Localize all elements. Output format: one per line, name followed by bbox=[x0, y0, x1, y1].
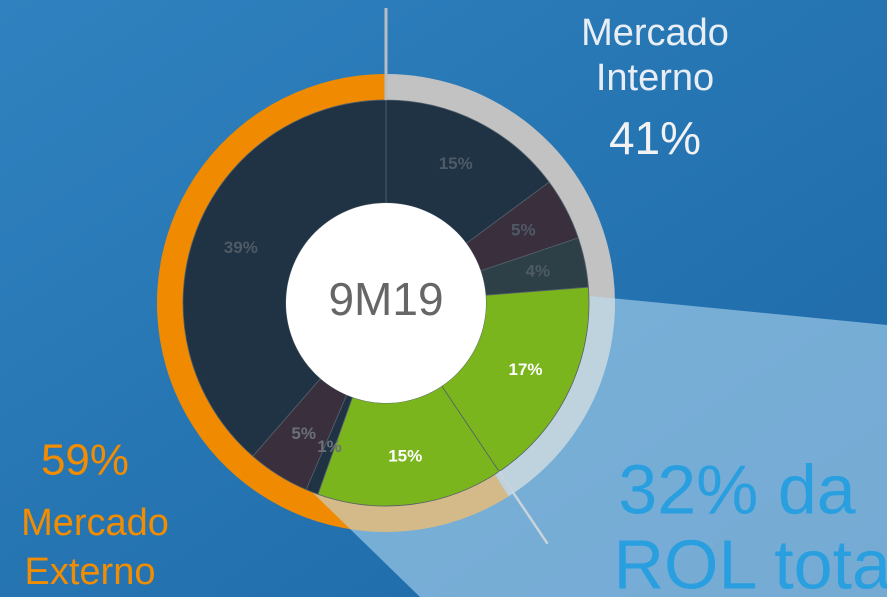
data-label: 4% bbox=[526, 261, 551, 280]
ring-name: Mercado bbox=[21, 502, 169, 544]
ring-value-label: 59% bbox=[41, 436, 129, 485]
ring-name: Interno bbox=[596, 57, 714, 99]
data-label: 1% bbox=[317, 437, 342, 456]
data-label: 5% bbox=[291, 424, 316, 443]
data-label: 5% bbox=[511, 221, 536, 240]
data-label: 17% bbox=[508, 360, 542, 379]
data-label: 15% bbox=[388, 446, 422, 465]
highlight bbox=[312, 296, 887, 597]
ring-name: Externo bbox=[25, 551, 156, 593]
ring-segment bbox=[386, 74, 616, 497]
donut-hole bbox=[286, 203, 486, 403]
ring-name: Mercado bbox=[581, 12, 729, 54]
annotation: ROL total bbox=[613, 525, 887, 597]
divider-line bbox=[498, 470, 549, 545]
center-label: 9M19 bbox=[328, 273, 443, 325]
data-label: 39% bbox=[224, 238, 258, 257]
ring-value-label: 41% bbox=[609, 112, 701, 164]
data-label: 15% bbox=[439, 154, 473, 173]
annotation: 32% da bbox=[618, 450, 855, 528]
